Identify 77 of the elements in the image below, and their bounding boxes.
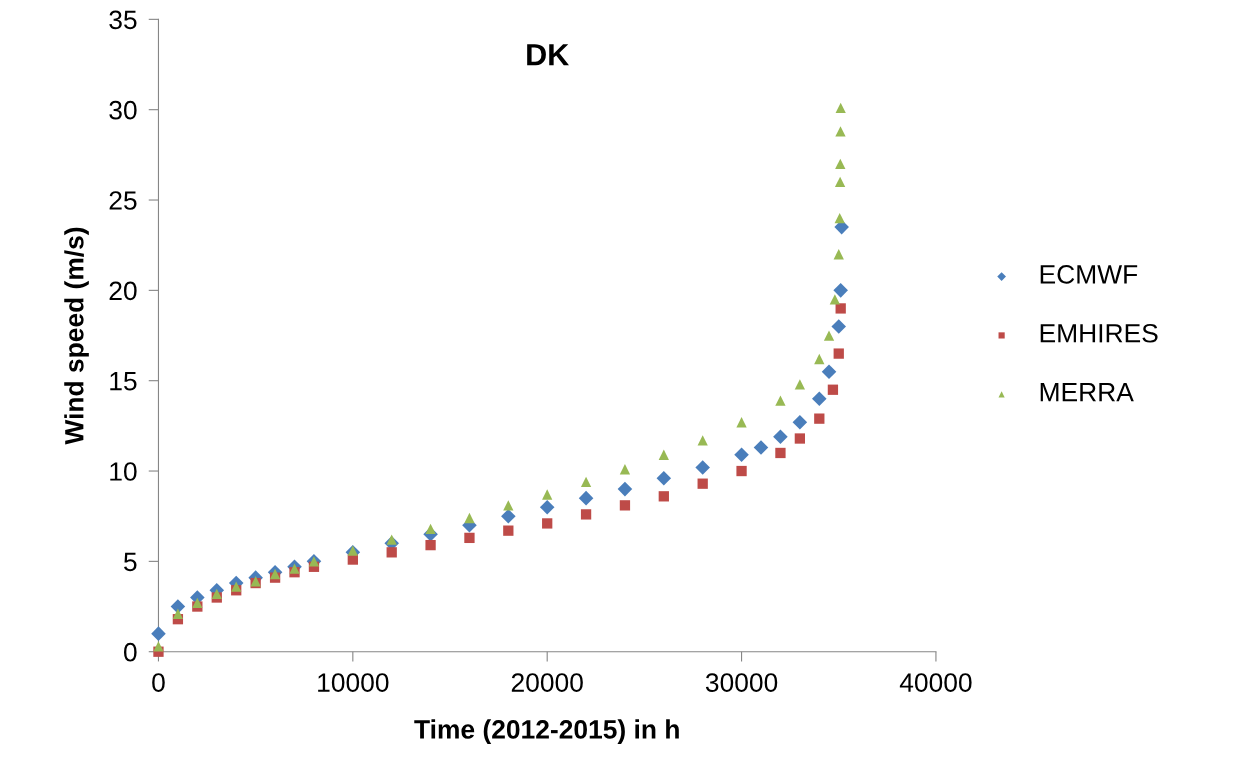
point bbox=[153, 641, 164, 652]
point bbox=[347, 545, 358, 556]
point bbox=[658, 449, 669, 460]
y-tick-label: 35 bbox=[109, 10, 137, 30]
point bbox=[542, 489, 553, 500]
point bbox=[656, 470, 672, 486]
point bbox=[578, 490, 594, 506]
point bbox=[172, 608, 184, 619]
point bbox=[697, 478, 708, 489]
point bbox=[501, 508, 516, 524]
point bbox=[831, 319, 847, 334]
point bbox=[231, 581, 242, 592]
point bbox=[835, 158, 846, 170]
point bbox=[695, 460, 710, 475]
point bbox=[775, 447, 786, 459]
y-tick-label: 25 bbox=[109, 191, 137, 210]
x-axis-title: Time (2012-2015) in h bbox=[414, 719, 679, 744]
point bbox=[619, 464, 631, 475]
x-tick-label: 20000 bbox=[511, 673, 583, 692]
legend-label: MERRA bbox=[1040, 383, 1134, 402]
legend-label: ECMWF bbox=[1040, 265, 1138, 284]
legend-label: EMHIRES bbox=[1040, 323, 1158, 343]
point bbox=[503, 525, 514, 536]
point bbox=[192, 597, 203, 609]
y-tick-label: 20 bbox=[109, 281, 137, 301]
point bbox=[289, 563, 300, 574]
point bbox=[425, 539, 436, 551]
point bbox=[386, 547, 397, 558]
point bbox=[827, 384, 839, 395]
point bbox=[794, 379, 806, 390]
text: DK bbox=[527, 44, 569, 66]
point bbox=[464, 512, 475, 524]
point bbox=[736, 465, 747, 477]
point bbox=[734, 447, 749, 463]
point bbox=[792, 414, 808, 430]
point bbox=[151, 626, 166, 641]
point bbox=[617, 481, 633, 497]
point bbox=[580, 509, 592, 520]
point bbox=[833, 348, 844, 359]
x-tick-label: 30000 bbox=[705, 673, 778, 692]
point bbox=[386, 534, 397, 545]
x-tick-label: 10000 bbox=[318, 673, 389, 692]
point bbox=[619, 500, 631, 511]
point bbox=[833, 283, 848, 298]
y-tick-label: 10 bbox=[110, 462, 137, 481]
point bbox=[835, 303, 846, 314]
point bbox=[211, 588, 222, 600]
y-tick-label: 15 bbox=[110, 372, 137, 391]
point bbox=[834, 212, 845, 224]
point bbox=[834, 176, 846, 188]
x-tick-label: 0 bbox=[152, 673, 165, 692]
point bbox=[269, 568, 281, 580]
point bbox=[773, 429, 788, 444]
point bbox=[425, 523, 436, 534]
point bbox=[580, 476, 592, 488]
point bbox=[829, 294, 841, 305]
point bbox=[539, 499, 555, 515]
point bbox=[753, 440, 769, 455]
y-tick-label: 30 bbox=[109, 100, 137, 120]
y-tick-label: 5 bbox=[124, 552, 137, 572]
point bbox=[542, 518, 553, 529]
point bbox=[835, 126, 846, 137]
point bbox=[503, 500, 514, 511]
y-tick-label: 0 bbox=[123, 642, 137, 662]
point bbox=[658, 491, 669, 502]
point bbox=[814, 413, 825, 424]
point bbox=[464, 532, 475, 544]
point bbox=[794, 433, 806, 444]
point bbox=[812, 391, 827, 407]
point bbox=[821, 364, 837, 379]
point bbox=[736, 417, 747, 428]
point bbox=[835, 102, 846, 114]
point bbox=[814, 353, 825, 365]
x-tick-label: 40000 bbox=[899, 673, 972, 692]
point bbox=[775, 395, 786, 406]
point bbox=[823, 330, 835, 341]
y-axis-title: Wind speed (m/s) bbox=[64, 227, 89, 445]
